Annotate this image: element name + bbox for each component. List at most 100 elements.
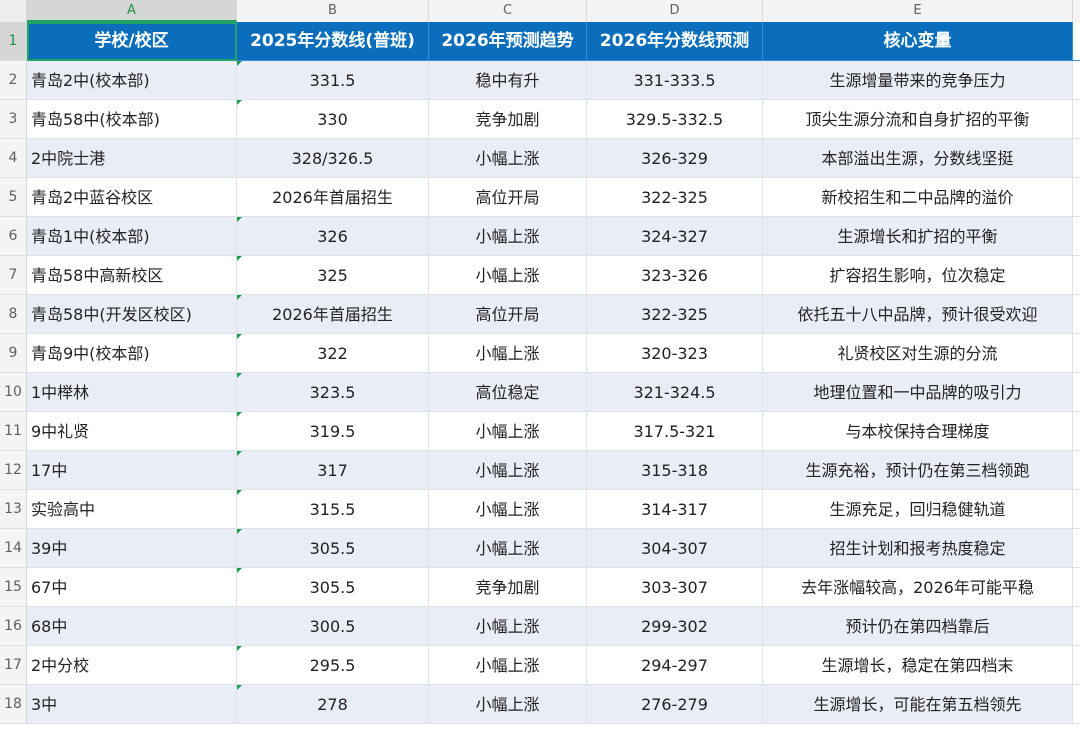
score-2025-cell[interactable]: 322	[237, 334, 429, 373]
score-2025-cell[interactable]: 331.5	[237, 61, 429, 100]
key-variable-cell[interactable]: 地理位置和一中品牌的吸引力	[763, 373, 1073, 412]
row-header[interactable]: 1	[0, 22, 27, 61]
trend-cell[interactable]: 小幅上涨	[429, 607, 587, 646]
trend-cell[interactable]: 小幅上涨	[429, 217, 587, 256]
school-cell[interactable]: 青岛2中蓝谷校区	[27, 178, 237, 217]
school-cell[interactable]: 青岛1中(校本部)	[27, 217, 237, 256]
school-cell[interactable]: 3中	[27, 685, 237, 724]
trend-cell[interactable]: 小幅上涨	[429, 139, 587, 178]
row-header[interactable]: 9	[0, 334, 27, 373]
key-variable-cell[interactable]: 本部溢出生源，分数线坚挺	[763, 139, 1073, 178]
column-header-d[interactable]: D	[587, 0, 763, 22]
empty-cell[interactable]	[1073, 373, 1080, 412]
row-header[interactable]: 15	[0, 568, 27, 607]
score-2025-cell[interactable]: 295.5	[237, 646, 429, 685]
key-variable-cell[interactable]: 生源增长，稳定在第四档末	[763, 646, 1073, 685]
empty-cell[interactable]	[1073, 646, 1080, 685]
forecast-cell[interactable]: 331-333.5	[587, 61, 763, 100]
forecast-cell[interactable]: 303-307	[587, 568, 763, 607]
row-header[interactable]: 17	[0, 646, 27, 685]
header-cell-school[interactable]: 学校/校区	[27, 22, 237, 61]
trend-cell[interactable]: 小幅上涨	[429, 685, 587, 724]
header-cell-trend-2026[interactable]: 2026年预测趋势	[429, 22, 587, 61]
header-cell-key-variable[interactable]: 核心变量	[763, 22, 1073, 61]
score-2025-cell[interactable]: 325	[237, 256, 429, 295]
key-variable-cell[interactable]: 顶尖生源分流和自身扩招的平衡	[763, 100, 1073, 139]
column-header-c[interactable]: C	[429, 0, 587, 22]
row-header[interactable]: 2	[0, 61, 27, 100]
empty-cell[interactable]	[1073, 139, 1080, 178]
row-header[interactable]: 10	[0, 373, 27, 412]
row-header[interactable]: 8	[0, 295, 27, 334]
empty-cell[interactable]	[1073, 217, 1080, 256]
forecast-cell[interactable]: 322-325	[587, 178, 763, 217]
score-2025-cell[interactable]: 323.5	[237, 373, 429, 412]
row-header[interactable]: 18	[0, 685, 27, 724]
score-2025-cell[interactable]: 305.5	[237, 529, 429, 568]
score-2025-cell[interactable]: 330	[237, 100, 429, 139]
trend-cell[interactable]: 小幅上涨	[429, 256, 587, 295]
row-header[interactable]: 6	[0, 217, 27, 256]
row-header[interactable]: 16	[0, 607, 27, 646]
school-cell[interactable]: 67中	[27, 568, 237, 607]
school-cell[interactable]: 39中	[27, 529, 237, 568]
row-header[interactable]: 3	[0, 100, 27, 139]
empty-cell[interactable]	[1073, 334, 1080, 373]
forecast-cell[interactable]: 326-329	[587, 139, 763, 178]
trend-cell[interactable]: 稳中有升	[429, 61, 587, 100]
forecast-cell[interactable]: 324-327	[587, 217, 763, 256]
empty-cell[interactable]	[1073, 100, 1080, 139]
score-2025-cell[interactable]: 2026年首届招生	[237, 295, 429, 334]
key-variable-cell[interactable]: 与本校保持合理梯度	[763, 412, 1073, 451]
forecast-cell[interactable]: 315-318	[587, 451, 763, 490]
forecast-cell[interactable]: 329.5-332.5	[587, 100, 763, 139]
forecast-cell[interactable]: 323-326	[587, 256, 763, 295]
score-2025-cell[interactable]: 278	[237, 685, 429, 724]
school-cell[interactable]: 实验高中	[27, 490, 237, 529]
empty-cell[interactable]	[1073, 568, 1080, 607]
key-variable-cell[interactable]: 扩容招生影响，位次稳定	[763, 256, 1073, 295]
school-cell[interactable]: 青岛58中高新校区	[27, 256, 237, 295]
key-variable-cell[interactable]: 生源充裕，预计仍在第三档领跑	[763, 451, 1073, 490]
forecast-cell[interactable]: 304-307	[587, 529, 763, 568]
row-header[interactable]: 13	[0, 490, 27, 529]
row-header[interactable]: 7	[0, 256, 27, 295]
header-cell-forecast-2026[interactable]: 2026年分数线预测	[587, 22, 763, 61]
score-2025-cell[interactable]: 305.5	[237, 568, 429, 607]
trend-cell[interactable]: 小幅上涨	[429, 646, 587, 685]
row-header[interactable]: 12	[0, 451, 27, 490]
trend-cell[interactable]: 竞争加剧	[429, 100, 587, 139]
header-cell-score-2025[interactable]: 2025年分数线(普班)	[237, 22, 429, 61]
key-variable-cell[interactable]: 新校招生和二中品牌的溢价	[763, 178, 1073, 217]
empty-cell[interactable]	[1073, 607, 1080, 646]
forecast-cell[interactable]: 317.5-321	[587, 412, 763, 451]
column-header-e[interactable]: E	[763, 0, 1073, 22]
school-cell[interactable]: 68中	[27, 607, 237, 646]
score-2025-cell[interactable]: 315.5	[237, 490, 429, 529]
column-header-f[interactable]	[1073, 0, 1080, 22]
empty-cell[interactable]	[1073, 490, 1080, 529]
empty-cell[interactable]	[1073, 529, 1080, 568]
empty-cell[interactable]	[1073, 412, 1080, 451]
trend-cell[interactable]: 高位开局	[429, 178, 587, 217]
trend-cell[interactable]: 小幅上涨	[429, 412, 587, 451]
key-variable-cell[interactable]: 依托五十八中品牌，预计很受欢迎	[763, 295, 1073, 334]
empty-cell[interactable]	[1073, 256, 1080, 295]
forecast-cell[interactable]: 321-324.5	[587, 373, 763, 412]
key-variable-cell[interactable]: 生源充足，回归稳健轨道	[763, 490, 1073, 529]
row-header[interactable]: 5	[0, 178, 27, 217]
school-cell[interactable]: 青岛58中(校本部)	[27, 100, 237, 139]
school-cell[interactable]: 9中礼贤	[27, 412, 237, 451]
empty-cell[interactable]	[1073, 61, 1080, 100]
trend-cell[interactable]: 高位开局	[429, 295, 587, 334]
key-variable-cell[interactable]: 预计仍在第四档靠后	[763, 607, 1073, 646]
row-header[interactable]: 11	[0, 412, 27, 451]
school-cell[interactable]: 2中分校	[27, 646, 237, 685]
trend-cell[interactable]: 高位稳定	[429, 373, 587, 412]
column-header-b[interactable]: B	[237, 0, 429, 22]
score-2025-cell[interactable]: 328/326.5	[237, 139, 429, 178]
forecast-cell[interactable]: 294-297	[587, 646, 763, 685]
score-2025-cell[interactable]: 300.5	[237, 607, 429, 646]
key-variable-cell[interactable]: 生源增长和扩招的平衡	[763, 217, 1073, 256]
school-cell[interactable]: 1中榉林	[27, 373, 237, 412]
